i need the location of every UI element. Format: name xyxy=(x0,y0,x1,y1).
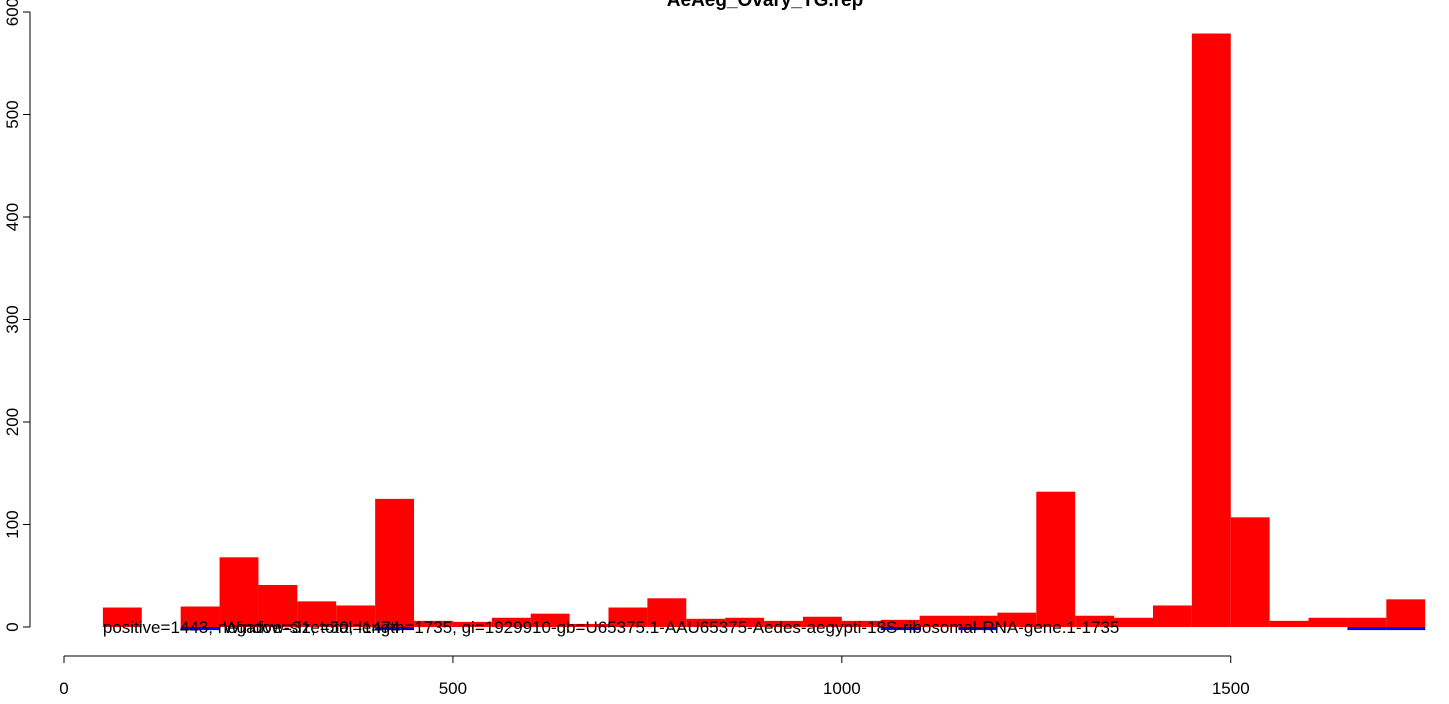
positive-bar-1 xyxy=(180,606,220,627)
negative-bar-4 xyxy=(1347,627,1387,631)
positive-bar-8 xyxy=(452,621,492,628)
y-tick-label-1: 100 xyxy=(3,510,22,538)
y-axis: 0 100 200 300 400 500 600 xyxy=(3,0,31,632)
negative-bar-5 xyxy=(1386,627,1426,631)
positive-bar-2 xyxy=(219,557,259,627)
x-tick-label-0: 0 xyxy=(59,679,68,698)
positive-bar-16 xyxy=(764,620,803,627)
positive-bar-3 xyxy=(258,584,298,627)
annotation-1: Window-size=50, length=1735, gi=1929910-… xyxy=(223,618,1119,637)
y-tick-label-2: 200 xyxy=(3,408,22,436)
positive-bar-21 xyxy=(958,615,998,627)
negative-bar-0 xyxy=(180,627,220,631)
y-tick-label-4: 400 xyxy=(3,203,22,231)
chart-title: AeAeg_Ovary_TG.rep xyxy=(667,0,863,11)
x-tick-label-2: 1000 xyxy=(823,679,861,698)
positive-bar-29 xyxy=(1269,620,1309,627)
y-tick-label-3: 300 xyxy=(3,305,22,333)
annotation-0: positive=1443, negative=31, total=1474 xyxy=(103,618,400,637)
negative-bar-3 xyxy=(958,627,998,631)
positive-bar-19 xyxy=(880,619,920,627)
positive-bar-17 xyxy=(802,616,842,627)
bars-layer xyxy=(102,33,1426,631)
x-tick-label-3: 1500 xyxy=(1212,679,1250,698)
positive-bar-0 xyxy=(102,607,142,627)
positive-bar-26 xyxy=(1152,605,1192,627)
positive-bar-12 xyxy=(608,607,648,627)
x-tick-label-1: 500 xyxy=(439,679,467,698)
y-tick-label-6: 600 xyxy=(3,0,22,26)
positive-bar-14 xyxy=(686,618,726,627)
positive-bar-9 xyxy=(491,617,531,627)
annotations-layer: positive=1443, negative=31, total=1474Wi… xyxy=(103,618,1119,637)
positive-bar-31 xyxy=(1347,617,1387,627)
positive-bar-7 xyxy=(414,620,453,627)
positive-bar-6 xyxy=(375,498,415,628)
positive-bar-24 xyxy=(1075,615,1115,627)
positive-bar-27 xyxy=(1191,33,1231,627)
positive-bar-28 xyxy=(1230,517,1270,627)
positive-bar-25 xyxy=(1114,617,1153,627)
positive-bar-4 xyxy=(297,601,337,628)
positive-bar-20 xyxy=(919,615,959,627)
positive-bar-5 xyxy=(336,605,376,627)
y-tick-label-0: 0 xyxy=(3,622,22,631)
x-axis: 0 500 1000 1500 xyxy=(59,655,1250,698)
y-tick-label-5: 500 xyxy=(3,100,22,128)
positive-bar-15 xyxy=(725,617,765,627)
positive-bar-13 xyxy=(647,598,687,627)
positive-bar-23 xyxy=(1036,491,1076,627)
positive-bar-22 xyxy=(997,612,1037,627)
positive-bar-11 xyxy=(569,623,609,627)
negative-bar-1 xyxy=(375,627,415,631)
positive-bar-10 xyxy=(530,613,570,627)
positive-bar-30 xyxy=(1308,617,1348,627)
negative-bar-2 xyxy=(880,627,920,631)
positive-bar-32 xyxy=(1386,599,1426,627)
positive-bar-18 xyxy=(841,620,881,627)
